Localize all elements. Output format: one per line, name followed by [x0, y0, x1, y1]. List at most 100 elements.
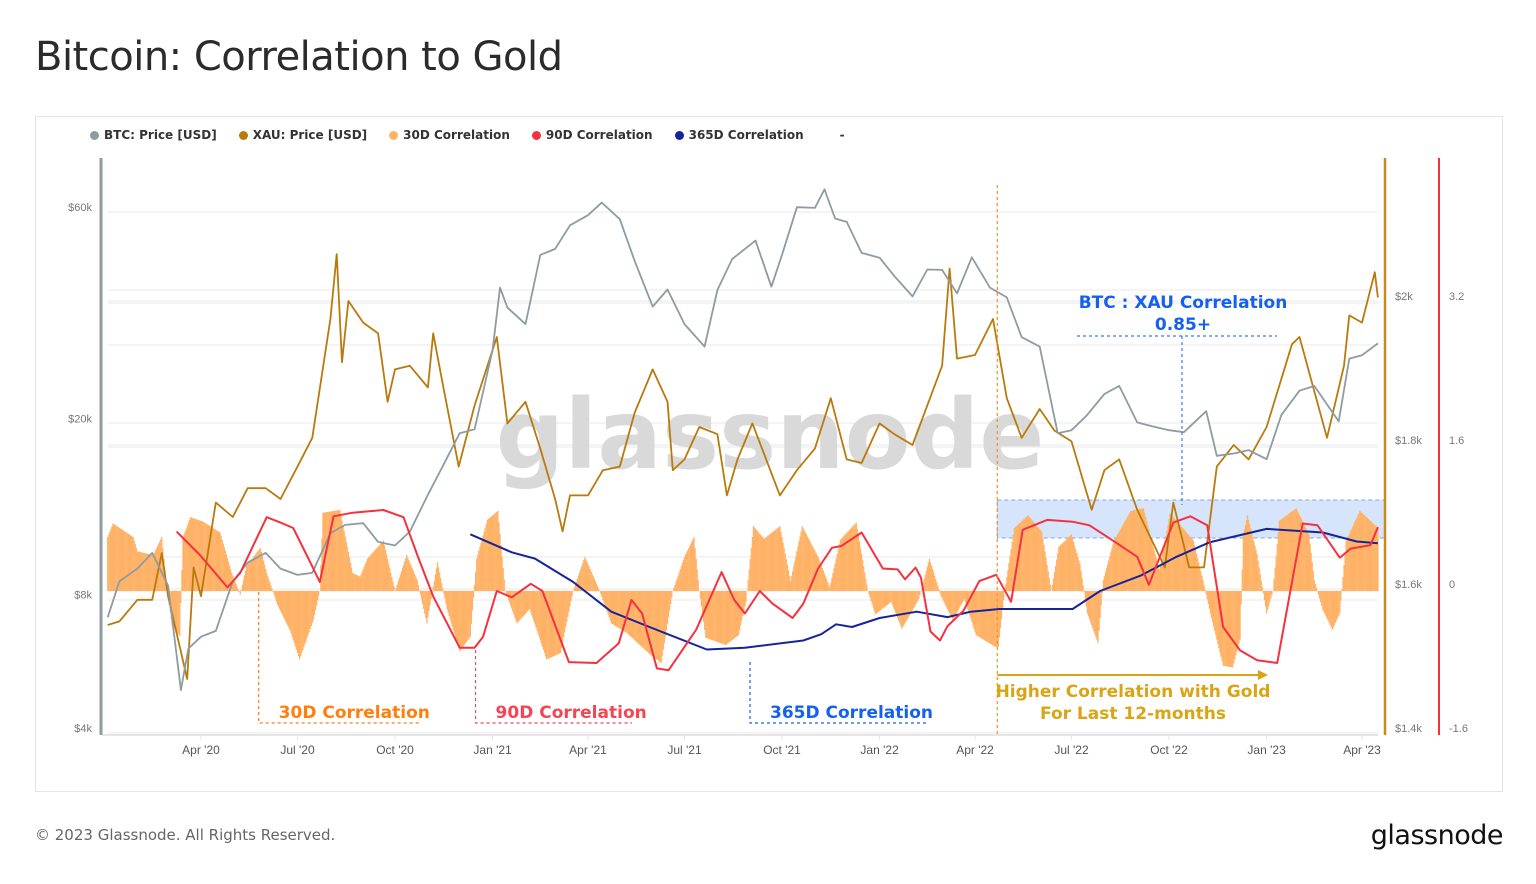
- bar-30d: [881, 591, 883, 610]
- x-tick-label: Oct '21: [763, 743, 801, 757]
- bar-30d: [689, 545, 691, 591]
- bar-30d: [894, 591, 897, 613]
- bar-30d: [1066, 538, 1068, 591]
- legend-item[interactable]: XAU: Price [USD]: [238, 128, 367, 142]
- bar-30d: [317, 591, 319, 601]
- bar-30d: [732, 591, 734, 640]
- bar-30d: [1241, 569, 1243, 591]
- bar-30d: [1257, 560, 1259, 591]
- legend-item[interactable]: 90D Correlation: [531, 128, 653, 142]
- bar-30d: [1035, 525, 1038, 591]
- bar-30d: [725, 591, 727, 645]
- bar-30d: [737, 591, 740, 636]
- bar-30d: [568, 591, 570, 612]
- bar-30d: [993, 591, 995, 647]
- x-tick-label: Jan '21: [473, 743, 512, 757]
- bar-30d: [174, 591, 177, 631]
- bar-30d: [607, 591, 609, 615]
- bar-30d: [1217, 591, 1219, 644]
- bar-30d: [1011, 542, 1013, 591]
- bar-30d: [654, 591, 656, 659]
- corr-tick-label: 3.2: [1449, 291, 1464, 303]
- bar-30d: [186, 525, 188, 591]
- bar-30d: [891, 591, 893, 605]
- bar-30d: [1048, 577, 1050, 591]
- bar-30d: [450, 591, 452, 624]
- bar-30d: [420, 591, 423, 600]
- bar-30d: [663, 591, 666, 644]
- bar-30d: [530, 591, 532, 613]
- bar-30d: [957, 591, 959, 611]
- bar-30d: [1146, 521, 1148, 591]
- bar-30d: [300, 591, 302, 657]
- bar-30d: [767, 535, 769, 591]
- bar-30d: [1298, 514, 1301, 591]
- bar-30d: [817, 556, 819, 591]
- bar-30d: [1332, 591, 1335, 628]
- bar-30d: [587, 564, 589, 591]
- bar-30d: [120, 529, 123, 591]
- bar-30d: [578, 572, 581, 591]
- bar-30d: [224, 550, 227, 591]
- bar-30d: [521, 591, 523, 618]
- bar-30d: [585, 559, 587, 591]
- legend-item[interactable]: 365D Correlation: [674, 128, 804, 142]
- legend-item[interactable]: -: [840, 128, 845, 142]
- bar-30d: [1228, 591, 1231, 667]
- bar-30d: [625, 591, 627, 633]
- bar-30d: [1215, 591, 1217, 636]
- bar-30d: [163, 558, 165, 591]
- bar-30d: [593, 578, 596, 591]
- bar-30d: [995, 591, 997, 647]
- bar-30d: [776, 528, 778, 591]
- bar-30d: [805, 534, 808, 591]
- bar-30d: [870, 591, 872, 602]
- bar-30d: [1023, 519, 1025, 591]
- bar-30d: [1013, 528, 1015, 591]
- bar-30d: [606, 591, 608, 612]
- bar-30d: [1003, 591, 1005, 601]
- bar-30d: [1109, 556, 1111, 591]
- bar-30d: [989, 591, 991, 644]
- legend-item[interactable]: BTC: Price [USD]: [90, 128, 217, 142]
- legend-item[interactable]: 30D Correlation: [389, 128, 510, 142]
- bar-30d: [346, 546, 348, 591]
- bar-30d: [1331, 591, 1333, 630]
- bar-30d: [359, 576, 361, 591]
- bar-30d: [293, 591, 295, 644]
- bar-30d: [573, 587, 575, 591]
- bar-30d: [247, 564, 249, 591]
- bar-30d: [1065, 539, 1067, 591]
- bar-30d: [1127, 516, 1129, 591]
- bar-30d: [1039, 529, 1041, 591]
- btcxau-label-2: 0.85+: [1155, 315, 1211, 335]
- bar-30d: [407, 557, 409, 591]
- bar-30d: [227, 561, 230, 591]
- bar-30d: [1100, 591, 1102, 606]
- bar-30d: [938, 589, 940, 591]
- bar-30d: [942, 591, 944, 601]
- bar-30d: [595, 583, 598, 591]
- bar-30d: [1268, 591, 1270, 606]
- bar-30d: [1356, 517, 1358, 591]
- bar-30d: [729, 591, 731, 642]
- bar-30d: [966, 591, 969, 609]
- bar-30d: [272, 591, 274, 592]
- bar-30d: [1357, 515, 1359, 591]
- bar-30d: [528, 591, 530, 611]
- bar-30d: [1279, 520, 1282, 591]
- bar-30d: [649, 591, 652, 655]
- bar-30d: [437, 567, 440, 591]
- bar-30d: [690, 543, 692, 591]
- bar-30d: [1307, 532, 1309, 591]
- bar-30d: [292, 591, 294, 641]
- legend-dot-icon: [389, 130, 399, 140]
- bar-30d: [1085, 591, 1088, 607]
- bar-30d: [462, 591, 464, 647]
- bar-30d: [142, 552, 144, 591]
- bar-30d: [988, 591, 990, 643]
- bar-30d: [1358, 513, 1360, 591]
- bar-30d: [1042, 538, 1044, 591]
- bar-30d: [239, 591, 241, 595]
- bar-30d: [1243, 529, 1245, 591]
